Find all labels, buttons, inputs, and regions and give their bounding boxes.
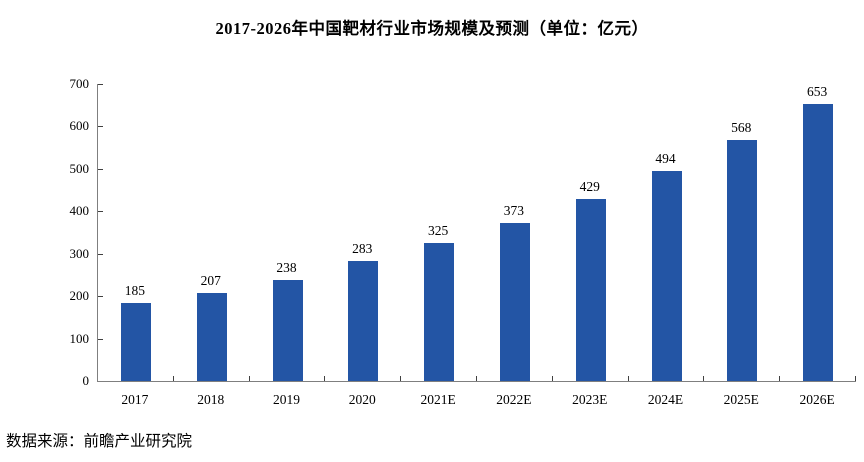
x-axis-tick-mark	[400, 376, 402, 381]
x-axis-tick-mark	[324, 376, 326, 381]
x-axis-tick-label: 2024E	[647, 392, 684, 407]
y-axis-tick-mark	[98, 168, 103, 170]
bar-value-label: 283	[352, 240, 373, 256]
y-axis-tick-mark	[98, 84, 103, 85]
source-note: 数据来源：前瞻产业研究院	[6, 433, 193, 450]
bar-value-label: 568	[731, 120, 752, 135]
x-axis-tick-mark	[248, 376, 250, 381]
bar-chart-plot-area	[97, 84, 856, 382]
x-axis-tick-label: 2025E	[723, 392, 759, 407]
x-axis-tick-label: 2021E	[420, 392, 456, 407]
bar-2018	[196, 293, 227, 381]
bar-value-label: 494	[655, 151, 676, 167]
bar-value-label: 325	[427, 223, 449, 239]
bar-value-label: 207	[200, 273, 221, 289]
x-axis-tick-mark	[855, 376, 856, 381]
x-axis-tick-label: 2017	[121, 392, 149, 407]
bar-2021E	[424, 243, 455, 381]
y-axis-tick-mark	[98, 338, 103, 340]
x-axis-tick-mark	[551, 376, 553, 381]
bar-2026E	[803, 103, 834, 381]
y-axis-tick-label: 100	[69, 330, 90, 346]
y-axis-tick-mark	[98, 211, 103, 213]
bar-2023E	[575, 198, 606, 381]
y-axis-tick-mark	[98, 126, 103, 128]
y-axis-tick-label: 500	[69, 160, 90, 176]
x-axis-tick-mark	[627, 376, 629, 381]
y-axis-tick-mark	[98, 253, 103, 255]
bar-value-label: 373	[503, 202, 525, 218]
bar-2020	[348, 260, 379, 381]
bar-value-label: 238	[276, 260, 297, 276]
y-axis-tick-label: 700	[69, 76, 90, 91]
bar-2025E	[727, 140, 758, 381]
x-axis-tick-mark	[172, 376, 174, 381]
y-axis-tick-label: 0	[82, 373, 90, 388]
x-axis-tick-label: 2026E	[799, 392, 835, 407]
y-axis-tick-label: 600	[69, 118, 90, 134]
x-axis-tick-label: 2020	[348, 392, 376, 407]
x-axis-tick-mark	[779, 376, 781, 381]
bar-2017	[120, 302, 151, 381]
bar-value-label: 429	[579, 178, 600, 194]
bar-2022E	[499, 222, 530, 381]
bar-2019	[272, 280, 303, 381]
x-axis-tick-mark	[476, 376, 477, 381]
bar-value-label: 185	[124, 282, 146, 298]
chart-title: 2017-2026年中国靶材行业市场规模及预测（单位：亿元）	[215, 19, 649, 38]
x-axis-tick-label: 2018	[197, 392, 225, 407]
y-axis-tick-label: 400	[69, 203, 90, 219]
x-axis-tick-label: 2019	[273, 392, 300, 407]
x-axis-tick-mark	[703, 376, 705, 381]
x-axis-tick-label: 2022E	[496, 392, 532, 407]
x-axis-tick-label: 2023E	[572, 392, 608, 407]
y-axis-tick-label: 300	[69, 245, 90, 261]
bar-2024E	[651, 171, 682, 381]
y-axis-tick-mark	[98, 296, 103, 298]
bar-value-label: 653	[806, 83, 828, 99]
y-axis-tick-label: 200	[69, 288, 90, 304]
